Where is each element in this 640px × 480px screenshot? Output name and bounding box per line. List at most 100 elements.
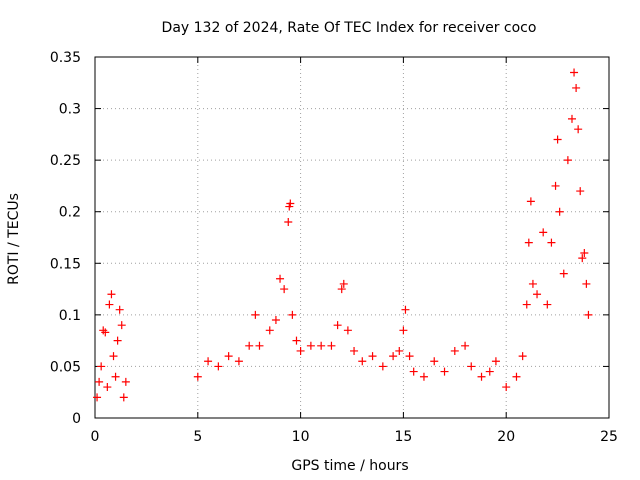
data-point	[543, 300, 552, 309]
data-point	[105, 300, 114, 309]
y-tick-label: 0	[72, 411, 81, 427]
data-point	[584, 310, 593, 319]
data-point	[337, 285, 346, 294]
chart-title: Day 132 of 2024, Rate Of TEC Index for r…	[162, 20, 537, 36]
data-point	[107, 290, 116, 299]
data-point	[389, 352, 398, 361]
data-point	[491, 357, 500, 366]
data-point	[343, 326, 352, 335]
y-tick-label: 0.3	[59, 102, 81, 118]
y-tick-label: 0.35	[50, 50, 81, 66]
data-point	[292, 336, 301, 345]
x-axis: 0 5 10 15 20 25	[91, 57, 618, 445]
grid	[95, 57, 609, 418]
data-point	[419, 372, 428, 381]
data-point	[280, 285, 289, 294]
data-point	[288, 310, 297, 319]
data-point	[99, 326, 108, 335]
data-point	[395, 346, 404, 355]
x-tick-label: 15	[394, 429, 412, 445]
data-point	[119, 393, 128, 402]
data-point	[440, 367, 449, 376]
data-point	[306, 341, 315, 350]
data-point	[450, 346, 459, 355]
data-point	[570, 68, 579, 77]
data-point	[539, 228, 548, 237]
data-point	[409, 367, 418, 376]
data-point	[467, 362, 476, 371]
x-tick-label: 25	[600, 429, 618, 445]
data-point	[430, 357, 439, 366]
data-point	[551, 181, 560, 190]
data-point	[93, 393, 102, 402]
data-point	[109, 352, 118, 361]
y-tick-label: 0.25	[50, 153, 81, 169]
data-point	[234, 357, 243, 366]
data-point	[477, 372, 486, 381]
data-point	[358, 357, 367, 366]
x-tick-label: 5	[193, 429, 202, 445]
y-tick-label: 0.05	[50, 359, 81, 375]
data-point	[574, 125, 583, 134]
data-point	[502, 383, 511, 392]
x-tick-label: 10	[292, 429, 310, 445]
data-point	[101, 328, 110, 337]
data-point	[245, 341, 254, 350]
data-point	[578, 254, 587, 263]
data-point	[111, 372, 120, 381]
data-point	[193, 372, 202, 381]
data-point	[113, 336, 122, 345]
data-point	[368, 352, 377, 361]
data-point	[333, 321, 342, 330]
data-point	[103, 383, 112, 392]
data-point	[317, 341, 326, 350]
data-point	[572, 83, 581, 92]
data-point	[204, 357, 213, 366]
data-point	[265, 326, 274, 335]
data-point	[378, 362, 387, 371]
data-point	[224, 352, 233, 361]
data-point	[555, 207, 564, 216]
data-point	[567, 114, 576, 123]
y-tick-label: 0.15	[50, 256, 81, 272]
data-point	[255, 341, 264, 350]
data-points	[93, 68, 593, 402]
y-axis-label: ROTI / TECUs	[6, 193, 22, 285]
data-point	[528, 279, 537, 288]
data-point	[296, 346, 305, 355]
data-point	[117, 321, 126, 330]
data-point	[339, 279, 348, 288]
data-point	[115, 305, 124, 314]
x-tick-label: 20	[497, 429, 515, 445]
data-point	[580, 248, 589, 257]
data-point	[401, 305, 410, 314]
data-point	[553, 135, 562, 144]
data-point	[286, 199, 295, 208]
data-point	[271, 316, 280, 325]
y-tick-label: 0.1	[59, 308, 81, 324]
data-point	[582, 279, 591, 288]
y-axis: 0 0.05 0.1 0.15 0.2 0.25 0.3 0.35	[50, 50, 609, 427]
data-point	[576, 187, 585, 196]
data-point	[524, 238, 533, 247]
data-point	[526, 197, 535, 206]
data-point	[399, 326, 408, 335]
data-point	[547, 238, 556, 247]
data-point	[251, 310, 260, 319]
data-point	[350, 346, 359, 355]
y-tick-label: 0.2	[59, 205, 81, 221]
data-point	[533, 290, 542, 299]
data-point	[405, 352, 414, 361]
data-point	[522, 300, 531, 309]
data-point	[327, 341, 336, 350]
x-tick-label: 0	[91, 429, 100, 445]
x-axis-label: GPS time / hours	[291, 458, 408, 474]
data-point	[461, 341, 470, 350]
data-point	[563, 156, 572, 165]
data-point	[97, 362, 106, 371]
data-point	[214, 362, 223, 371]
plot-frame	[94, 56, 610, 419]
data-point	[518, 352, 527, 361]
data-point	[284, 218, 293, 227]
